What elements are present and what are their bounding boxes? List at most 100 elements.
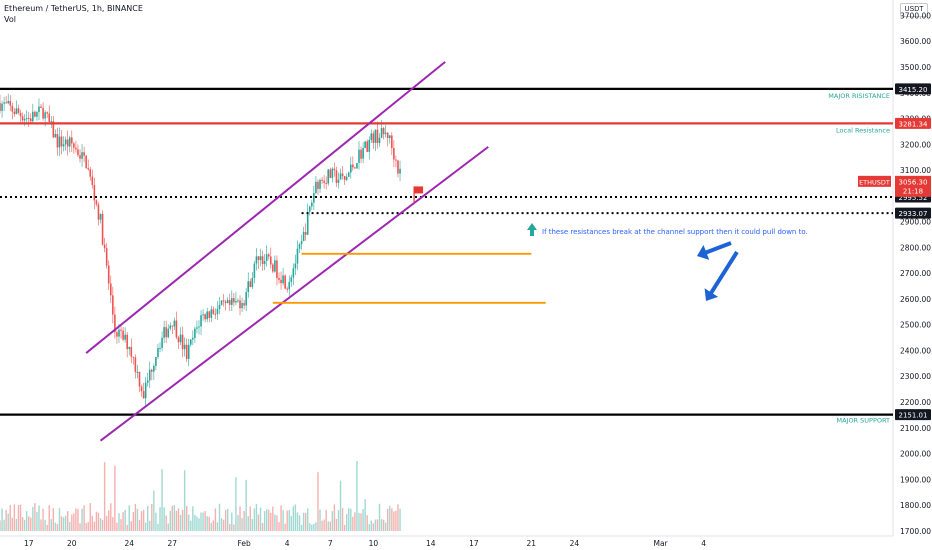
down-arrow-icon <box>697 241 732 260</box>
candle-body <box>101 213 104 245</box>
candle-body <box>105 248 108 266</box>
candle-body <box>276 260 278 279</box>
volume-bar <box>40 519 42 531</box>
volume-bar <box>34 503 36 531</box>
candle-body <box>261 256 264 265</box>
volume-bar <box>393 511 395 531</box>
candle-body <box>187 344 190 359</box>
volume-bar <box>48 505 50 531</box>
volume-bar <box>198 518 200 531</box>
candle-body <box>194 328 196 338</box>
candle-body <box>25 118 28 120</box>
candle-body <box>7 100 10 104</box>
candle-body <box>64 139 67 145</box>
candle-body <box>109 283 112 296</box>
volume-bar <box>368 524 370 531</box>
volume-bar <box>42 508 44 531</box>
x-tick-label: 17 <box>24 539 34 548</box>
candle-body <box>382 128 385 135</box>
candle-body <box>122 330 124 340</box>
candle-body <box>294 263 297 269</box>
candle-body <box>157 348 159 357</box>
candle-body <box>393 148 395 160</box>
candle-body <box>308 206 311 212</box>
volume-bar <box>25 511 28 531</box>
candle-body <box>259 256 262 261</box>
candle-body <box>325 182 327 184</box>
volume-bar <box>214 508 217 531</box>
volume-bar <box>147 505 149 531</box>
volume-bar <box>36 511 38 531</box>
candle-body <box>32 111 34 122</box>
candle-body <box>148 369 151 381</box>
volume-bar <box>319 509 321 531</box>
candle-body <box>380 128 383 138</box>
volume-bar <box>83 505 85 531</box>
currency-badge[interactable]: USDT <box>900 3 928 17</box>
volume-bar <box>79 523 81 531</box>
candle-body <box>163 327 165 338</box>
candle-body <box>189 339 192 345</box>
volume-bar <box>136 508 139 531</box>
candle-body <box>210 309 213 318</box>
volume-bar <box>307 508 309 531</box>
volume-bar <box>247 516 249 531</box>
candle-body <box>306 211 309 235</box>
volume-bar <box>124 509 126 531</box>
candle-body <box>296 248 299 264</box>
candle-body <box>153 365 155 372</box>
candle-body <box>255 256 258 264</box>
candle-body <box>329 169 332 178</box>
y-tick-label: 2600.00 <box>900 295 931 304</box>
volume-bar <box>360 513 362 531</box>
candle-body <box>315 181 317 194</box>
candle-body <box>66 139 69 147</box>
volume-bar <box>58 508 61 531</box>
volume-bar <box>218 503 221 531</box>
candle-body <box>142 391 145 399</box>
volume-bar <box>202 512 204 531</box>
volume-bar <box>101 519 104 531</box>
volume-bar <box>71 514 73 531</box>
candle-body <box>386 132 389 139</box>
volume-bar <box>302 512 305 531</box>
candle-body <box>224 301 227 304</box>
volume-bar <box>50 519 52 531</box>
volume-label: Vol <box>4 15 16 24</box>
volume-bar <box>175 510 178 531</box>
candle-body <box>79 155 81 159</box>
volume-bar <box>341 508 344 531</box>
volume-bar <box>93 521 96 531</box>
volume-bar <box>138 520 141 531</box>
candle-body <box>222 300 225 302</box>
volume-bar <box>331 511 334 531</box>
candle-body <box>311 202 313 207</box>
volume-bar <box>227 508 229 531</box>
y-tick-label: 3200.00 <box>900 140 931 149</box>
candle-body <box>378 137 381 144</box>
volume-bar <box>395 510 397 531</box>
volume-bar <box>237 515 239 531</box>
volume-bar <box>337 510 340 531</box>
x-tick-label: 4 <box>701 539 706 548</box>
candle-body <box>23 118 26 121</box>
volume-bar <box>9 504 11 531</box>
volume-bar <box>144 522 147 531</box>
candle-body <box>267 254 270 257</box>
candle-body <box>171 325 174 327</box>
candle-body <box>251 277 254 288</box>
volume-bar <box>183 470 186 531</box>
x-tick-label: 20 <box>67 539 77 548</box>
volume-bar <box>23 519 26 531</box>
volume-bar <box>52 508 55 531</box>
volume-bar <box>142 509 145 531</box>
volume-bar <box>397 504 399 531</box>
candle-body <box>237 300 239 302</box>
candle-body <box>3 102 5 104</box>
candle-body <box>183 344 186 350</box>
level-price-label: 2151.01 <box>899 412 928 420</box>
candle-body <box>54 134 57 138</box>
candle-body <box>388 135 391 139</box>
x-tick-label: 14 <box>426 539 436 548</box>
